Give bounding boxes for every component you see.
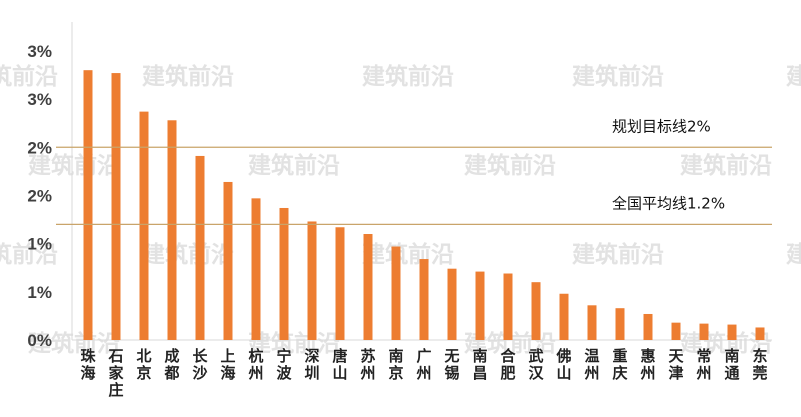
bar	[503, 273, 513, 340]
x-tick-label: 武汉	[528, 347, 544, 382]
y-tick-label: 2%	[27, 186, 52, 205]
y-tick-label: 1%	[27, 283, 52, 302]
x-tick-label: 合肥	[499, 347, 516, 382]
bar-series	[83, 70, 765, 340]
bar	[531, 282, 541, 340]
y-tick-label: 1%	[27, 235, 52, 254]
x-tick-label: 温州	[583, 347, 599, 382]
x-tick-label: 广州	[415, 347, 431, 382]
watermark-text: 建筑前沿	[28, 152, 120, 179]
x-tick-label: 北京	[136, 347, 151, 382]
bar	[363, 234, 373, 340]
watermark-text: 建筑前沿	[786, 241, 801, 268]
watermark-text: 建筑前沿	[362, 241, 454, 268]
bar	[755, 327, 765, 340]
y-tick-label: 3%	[27, 42, 52, 61]
x-axis: 珠海石家庄北京成都长沙上海杭州宁波深圳唐山苏州南京广州无锡南昌合肥武汉佛山温州重…	[80, 347, 767, 399]
x-tick-label: 南京	[388, 347, 403, 382]
bar	[587, 305, 597, 340]
x-tick-label: 重庆	[612, 347, 627, 382]
x-tick-label: 唐山	[332, 347, 347, 382]
x-tick-label: 南昌	[472, 347, 487, 382]
bar	[223, 181, 233, 340]
x-tick-label: 苏州	[359, 347, 375, 382]
x-tick-label: 杭州	[247, 347, 263, 382]
y-axis: 0% 1% 1% 2% 2% 3% 3%	[27, 42, 52, 350]
x-tick-label: 石家庄	[107, 347, 123, 399]
watermark-text: 建筑前沿	[572, 63, 664, 90]
bar	[643, 313, 653, 340]
watermark-text: 建筑前沿	[142, 63, 234, 90]
bar	[559, 293, 569, 340]
bar	[167, 120, 177, 340]
bar	[447, 268, 457, 340]
x-tick-label: 长沙	[192, 347, 208, 382]
watermark-text: 建筑前沿	[464, 152, 556, 179]
bar	[671, 322, 681, 340]
y-tick-label: 0%	[27, 331, 52, 350]
bar	[419, 259, 429, 340]
watermark-text: 建筑前沿	[0, 63, 58, 90]
bar	[251, 198, 261, 340]
x-tick-label: 上海	[220, 347, 235, 382]
x-tick-label: 南通	[724, 347, 739, 382]
bar	[727, 324, 737, 340]
bar	[111, 73, 121, 340]
watermark-text: 建筑前沿	[786, 63, 801, 90]
watermark-text: 建筑前沿	[248, 152, 340, 179]
bar	[615, 308, 625, 340]
reference-line-label: 规划目标线2%	[612, 117, 711, 135]
x-tick-label: 珠海	[80, 347, 96, 382]
x-tick-label: 成都	[163, 347, 179, 382]
watermark-text: 建筑前沿	[0, 241, 58, 268]
x-tick-label: 宁波	[276, 347, 292, 382]
reference-line-label: 全国平均线1.2%	[612, 194, 725, 212]
x-tick-label: 深圳	[304, 347, 319, 382]
bar	[699, 323, 709, 340]
y-tick-label: 2%	[27, 138, 52, 157]
bar	[195, 155, 205, 340]
x-tick-label: 佛山	[555, 347, 571, 382]
watermark-text: 建筑前沿	[28, 330, 120, 357]
bar	[391, 246, 401, 340]
watermark-text: 建筑前沿	[248, 330, 340, 357]
watermark-text: 建筑前沿	[142, 241, 234, 268]
bar	[279, 207, 289, 340]
watermark-text: 建筑前沿	[362, 63, 454, 90]
bar	[307, 221, 317, 340]
watermark-text: 建筑前沿	[680, 152, 772, 179]
bar	[475, 271, 485, 340]
watermark-text: 建筑前沿	[572, 241, 664, 268]
bar	[139, 111, 149, 340]
x-tick-label: 惠州	[639, 347, 655, 382]
bar	[83, 70, 93, 340]
x-tick-label: 东莞	[752, 347, 767, 382]
reference-lines: 规划目标线2% 全国平均线1.2%	[56, 117, 772, 225]
x-tick-label: 无锡	[443, 347, 459, 382]
bar	[335, 227, 345, 340]
x-tick-label: 常州	[695, 347, 711, 382]
x-tick-label: 天津	[668, 347, 684, 382]
y-tick-label: 3%	[27, 90, 52, 109]
